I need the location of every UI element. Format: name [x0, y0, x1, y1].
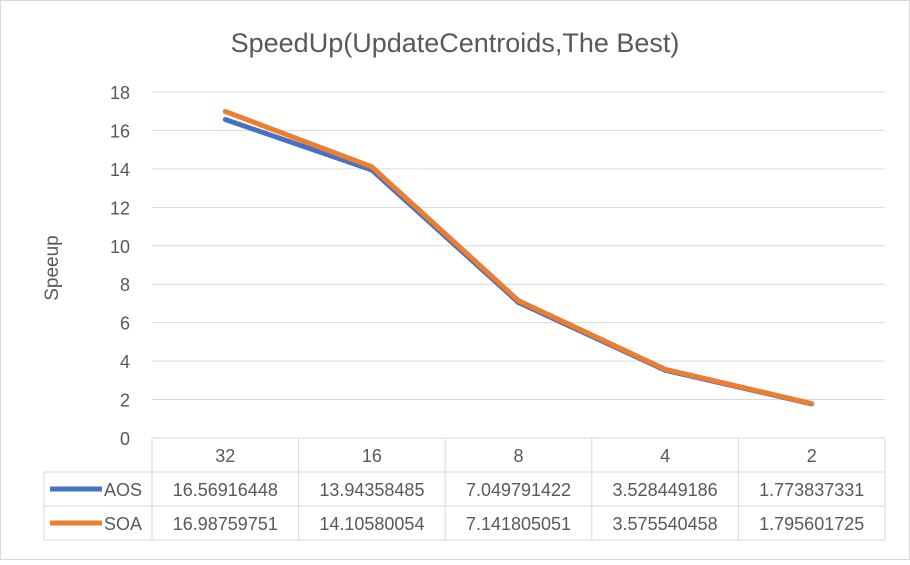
y-tick-label: 0: [120, 429, 130, 449]
data-table-value: 1.795601725: [759, 514, 864, 534]
x-category-label: 16: [362, 446, 382, 466]
legend-label-aos: AOS: [104, 480, 142, 500]
y-tick-label: 18: [110, 83, 130, 103]
data-table-value: 13.94358485: [319, 480, 424, 500]
x-category-label: 2: [807, 446, 817, 466]
chart-title: SpeedUp(UpdateCentroids,The Best): [231, 28, 680, 58]
data-table-value: 16.98759751: [173, 514, 278, 534]
y-tick-label: 8: [120, 275, 130, 295]
y-axis-label: Speeup: [42, 235, 63, 301]
y-tick-label: 16: [110, 121, 130, 141]
data-table-value: 14.10580054: [319, 514, 424, 534]
data-table-value: 1.773837331: [759, 480, 864, 500]
x-category-label: 32: [215, 446, 235, 466]
y-tick-label: 12: [110, 198, 130, 218]
y-tick-label: 14: [110, 160, 130, 180]
data-table-value: 7.049791422: [466, 480, 571, 500]
x-category-label: 8: [513, 446, 523, 466]
data-table-value: 3.575540458: [613, 514, 718, 534]
x-category-label: 4: [660, 446, 670, 466]
series-line-soa: [222, 109, 815, 406]
y-tick-label: 4: [120, 352, 130, 372]
legend-label-soa: SOA: [104, 514, 142, 534]
y-tick-label: 6: [120, 314, 130, 334]
y-tick-label: 2: [120, 391, 130, 411]
data-table-value: 16.56916448: [173, 480, 278, 500]
data-table-value: 7.141805051: [466, 514, 571, 534]
y-tick-label: 10: [110, 237, 130, 257]
data-table-value: 3.528449186: [613, 480, 718, 500]
